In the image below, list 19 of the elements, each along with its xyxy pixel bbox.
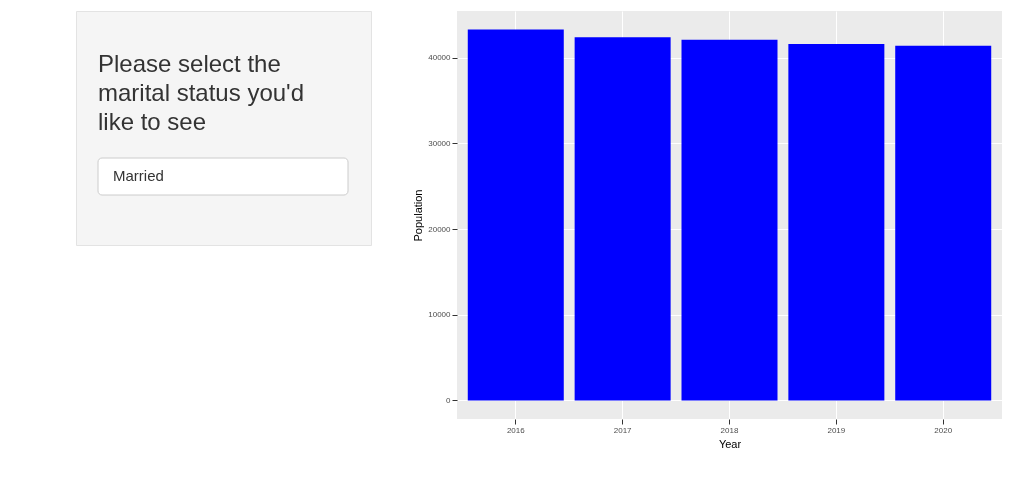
x-tick-label: 2018 — [720, 425, 739, 435]
x-tick-label: 2020 — [934, 425, 953, 435]
bar — [574, 37, 671, 401]
bar — [681, 39, 778, 401]
y-tick-label: 40000 — [428, 53, 452, 63]
bar — [788, 44, 885, 401]
y-tick-label: 0 — [446, 395, 452, 405]
x-tick-label: 2019 — [827, 425, 846, 435]
y-tick-label: 30000 — [428, 138, 452, 148]
y-tick-label: 20000 — [428, 224, 452, 234]
y-tick-label: 10000 — [428, 310, 452, 320]
bar — [895, 45, 992, 401]
y-axis-title: Population — [412, 189, 425, 242]
x-tick-label: 2017 — [613, 425, 633, 435]
bar — [467, 29, 564, 401]
text: Please select the marital status you'd like to see — [98, 50, 305, 135]
text: Married — [113, 167, 164, 184]
x-tick-label: 2016 — [506, 425, 526, 435]
x-axis-title: Year — [718, 437, 742, 450]
